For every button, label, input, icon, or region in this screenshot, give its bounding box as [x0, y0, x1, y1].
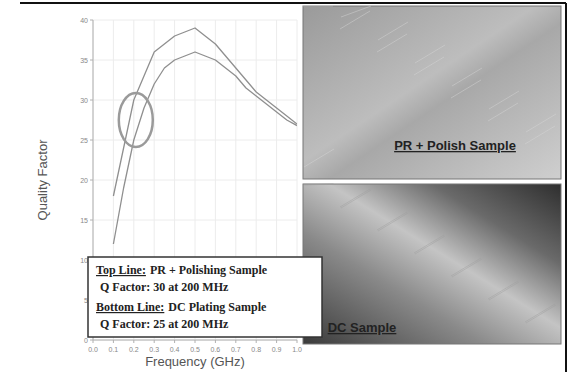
sem-texture	[452, 259, 482, 277]
sem-texture	[377, 212, 407, 230]
y-tick-label: 40	[80, 17, 88, 24]
x-tick-label: 0.6	[211, 346, 221, 353]
x-tick-label: 0.2	[129, 346, 139, 353]
sem-texture	[488, 103, 518, 121]
sem-texture	[341, 190, 371, 208]
annotation-line: Top Line: PR + Polishing Sample	[96, 263, 268, 277]
image-caption: PR + Polish Sample	[394, 138, 516, 153]
sem-texture	[303, 6, 333, 7]
x-tick-label: 0.9	[272, 346, 282, 353]
series-line	[113, 52, 297, 244]
sem-texture	[451, 80, 481, 98]
series-line	[113, 28, 297, 196]
y-tick	[90, 20, 93, 21]
sem-texture	[414, 235, 444, 253]
sem-texture	[304, 184, 334, 185]
annotation-box: Top Line: PR + Polishing Sample Q Factor: …	[88, 257, 322, 337]
x-tick-label: 0.4	[170, 346, 180, 353]
sem-texture	[378, 213, 408, 231]
sem-image	[303, 184, 561, 344]
sem-texture	[488, 281, 518, 299]
y-tick-label: 20	[80, 177, 88, 184]
annotation-line: Bottom Line: DC Plating Sample	[96, 300, 267, 314]
sem-texture	[525, 126, 555, 144]
sem-texture	[304, 149, 334, 167]
sem-texture	[378, 22, 408, 40]
x-tick	[215, 340, 216, 343]
frame-line	[565, 3, 567, 372]
x-tick	[113, 340, 114, 343]
sem-texture	[525, 304, 555, 322]
x-tick	[235, 340, 236, 343]
x-tick-label: 0.8	[251, 346, 261, 353]
y-tick	[90, 220, 93, 221]
y-tick	[90, 180, 93, 181]
annotation-heading: Bottom Line:	[96, 300, 164, 314]
annotation-line: Q Factor: 25 at 200 MHz	[100, 317, 229, 331]
sem-texture	[526, 114, 556, 132]
sem-texture	[489, 91, 519, 109]
sem-texture	[526, 305, 556, 323]
y-tick-label: 10	[80, 257, 88, 264]
sem-texture	[340, 189, 370, 207]
x-tick	[93, 340, 94, 343]
x-tick	[133, 340, 134, 343]
x-tick-label: 0.3	[149, 346, 159, 353]
image-caption: DC Sample	[328, 320, 397, 335]
annotation-frame	[88, 257, 322, 337]
x-tick-label: 1.0	[292, 346, 302, 353]
sem-texture	[415, 236, 445, 254]
x-tick	[174, 340, 175, 343]
series-name: PR + Polishing Sample	[150, 263, 268, 277]
page: 05101520253035400.00.10.20.30.40.50.60.7…	[0, 0, 571, 375]
sem-texture	[415, 45, 445, 63]
annotation-heading: Top Line:	[96, 263, 146, 277]
sem-texture	[451, 258, 481, 276]
x-tick	[256, 340, 257, 343]
y-tick	[90, 100, 93, 101]
y-tick	[90, 140, 93, 141]
x-tick-label: 0.0	[88, 346, 98, 353]
sem-texture	[489, 282, 519, 300]
x-axis-label: Frequency (GHz)	[145, 354, 245, 369]
x-tick	[195, 340, 196, 343]
annotation-line: Q Factor: 30 at 200 MHz	[100, 280, 229, 294]
frame-line	[20, 2, 566, 4]
y-tick	[90, 60, 93, 61]
y-tick-label: 15	[80, 217, 88, 224]
y-tick-label: 25	[80, 137, 88, 144]
x-tick-label: 0.7	[231, 346, 241, 353]
x-tick-label: 0.1	[109, 346, 119, 353]
sem-texture	[341, 6, 371, 17]
x-tick	[297, 340, 298, 343]
sem-texture	[414, 57, 444, 75]
images: PR + Polish Sample DC Sample	[303, 6, 561, 344]
y-tick-label: 35	[80, 57, 88, 64]
sem-texture	[377, 34, 407, 52]
sem-texture	[452, 68, 482, 86]
x-tick	[154, 340, 155, 343]
highlight-ellipse	[119, 93, 153, 147]
sem-texture	[340, 11, 370, 29]
y-tick-label: 30	[80, 97, 88, 104]
series-lines	[113, 28, 297, 244]
x-tick	[276, 340, 277, 343]
series-name: DC Plating Sample	[168, 300, 267, 314]
sem-image	[303, 6, 561, 179]
sem-texture	[303, 184, 333, 185]
x-tick-label: 0.5	[190, 346, 200, 353]
y-axis-label: Quality Factor	[35, 139, 50, 221]
